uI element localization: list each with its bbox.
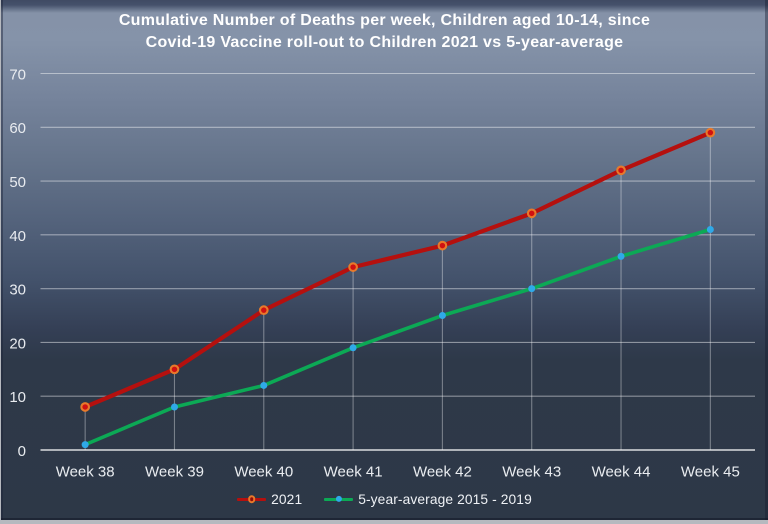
marker-2021-3: [348, 262, 358, 272]
marker-5yr-0: [81, 441, 89, 449]
legend-item-5yr: 5-year-average 2015 - 2019: [324, 491, 532, 507]
marker-2021-4: [437, 240, 448, 251]
marker-2021-2: [258, 305, 269, 316]
marker-2021-0: [80, 402, 91, 412]
y-tick-label-30: 30: [9, 282, 26, 299]
x-tick-label-week-39: Week 39: [145, 463, 204, 480]
line-2021: [83, 130, 713, 410]
y-tick-label-0: 0: [18, 443, 26, 460]
chart-border-left: [1, 0, 3, 520]
legend-label-5yr: 5-year-average 2015 - 2019: [358, 491, 532, 507]
legend-marker-red-icon: [247, 495, 256, 503]
y-tick-label-40: 40: [9, 228, 26, 245]
marker-2021-7: [705, 127, 716, 138]
chart-border-right: [765, 0, 768, 520]
marker-2021-1: [169, 364, 180, 375]
legend-label-2021: 2021: [271, 491, 303, 507]
marker-5yr-1: [170, 403, 178, 411]
marker-2021-6: [616, 165, 626, 176]
chart-title: Cumulative Number of Deaths per week, Ch…: [1, 10, 768, 55]
legend: 2021 5-year-average 2015 - 2019: [1, 491, 768, 507]
marker-2021-5: [526, 208, 537, 219]
y-tick-label-70: 70: [9, 66, 26, 83]
marker-5yr-2: [260, 381, 268, 389]
chart-title-line2: Covid-19 Vaccine roll-out to Children 20…: [145, 34, 624, 52]
line-5-year-average: [83, 227, 713, 447]
x-tick-label-week-38: Week 38: [56, 463, 115, 480]
marker-5yr-4: [438, 312, 446, 320]
x-tick-label-week-42: Week 42: [413, 463, 472, 480]
x-tick-label-week-45: Week 45: [681, 463, 740, 480]
x-tick-label-week-43: Week 43: [502, 463, 561, 480]
legend-swatch-5yr: [324, 491, 354, 507]
chart-border-bottom: [1, 518, 768, 520]
x-tick-label-week-41: Week 41: [324, 463, 383, 480]
marker-5yr-3: [349, 344, 357, 352]
legend-item-2021: 2021: [237, 491, 302, 507]
marker-5yr-5: [528, 285, 536, 293]
y-tick-label-60: 60: [9, 120, 26, 137]
legend-swatch-2021: [237, 491, 267, 507]
marker-5yr-7: [706, 225, 714, 233]
marker-5yr-6: [617, 252, 625, 260]
chart-title-line1: Cumulative Number of Deaths per week, Ch…: [118, 11, 651, 29]
y-tick-label-10: 10: [9, 389, 26, 406]
x-tick-label-week-40: Week 40: [234, 463, 293, 480]
y-tick-label-20: 20: [9, 335, 26, 352]
x-tick-label-week-44: Week 44: [592, 463, 651, 480]
legend-marker-blue-icon: [335, 495, 342, 503]
y-tick-label-50: 50: [9, 174, 26, 191]
